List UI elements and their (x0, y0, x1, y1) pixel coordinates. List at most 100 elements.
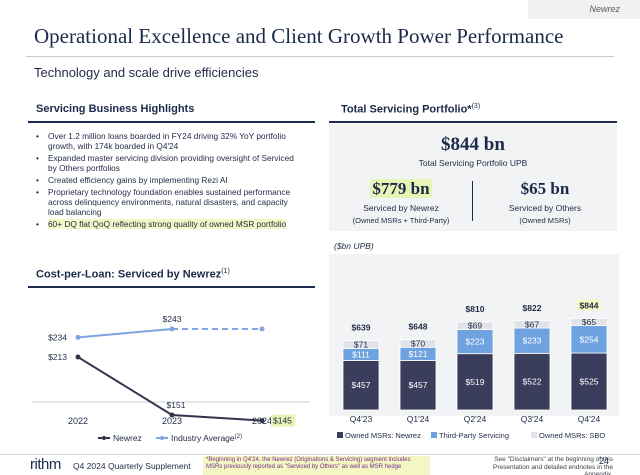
bar-total-label: $639 (352, 323, 371, 333)
newrez-point (259, 418, 265, 424)
legend-label: Newrez (113, 433, 142, 443)
legend-swatch (431, 432, 437, 438)
bar-value-label: $111 (352, 349, 370, 359)
newrez-point (75, 354, 81, 360)
title-divider (26, 56, 614, 57)
bar-segment-3 (570, 318, 608, 326)
upb-divider (472, 181, 473, 221)
bar-segment-3 (399, 339, 437, 348)
industry-average-value-label: $243 (163, 314, 182, 324)
bar-value-label: $65 (582, 317, 596, 327)
newrez-value-label: $151 (167, 400, 186, 410)
cost-per-loan-heading: Cost-per-Loan: Serviced by Newrez(1) (36, 268, 230, 281)
brand-tab: Newrez (528, 0, 640, 19)
total-highlight (577, 299, 601, 311)
x-tick-label: Q4'23 (350, 414, 373, 424)
highlight-item-highlighted: 60+ DQ flat QoQ reflecting strong qualit… (36, 218, 304, 229)
industry-average-point (75, 334, 81, 340)
legend-swatch (337, 432, 343, 438)
bar-segment-2 (513, 327, 551, 354)
industry-average-value-label: $234 (48, 332, 67, 342)
legend-label-footnote: (2) (235, 434, 242, 440)
segment-footnote: *Beginning in Q4'24, the Newrez (Origina… (203, 456, 430, 475)
portfolio-heading-text: Total Servicing Portfolio* (341, 103, 472, 116)
legend-label: Owned MSRs: Newrez (345, 431, 421, 440)
newrez-upb-sublabel: (Owned MSRs + Third-Party) (352, 216, 450, 225)
bar-value-label: $457 (352, 380, 371, 390)
total-upb-value: $844 bn (441, 134, 505, 155)
x-tick-label: 2022 (68, 416, 88, 426)
newrez-value-label: $145 (273, 416, 292, 426)
highlight-item: Over 1.2 million loans boarded in FY24 d… (36, 131, 304, 151)
total-upb-label: Total Servicing Portfolio UPB (418, 158, 528, 168)
x-tick-label: Q4'24 (578, 414, 601, 424)
footer-disclaimer: See "Disclaimers" at the beginning of th… (493, 456, 613, 475)
upb-summary-box: $844 bn Total Servicing Portfolio UPB $7… (329, 124, 617, 231)
bar-total-label: $810 (466, 304, 485, 314)
newrez-2024-highlight (271, 414, 295, 427)
bar-value-label: $233 (523, 336, 542, 346)
newrez-line (77, 356, 263, 422)
highlights-list: Over 1.2 million loans boarded in FY24 d… (36, 131, 304, 230)
bar-value-label: $457 (409, 380, 428, 390)
servicing-highlights-rule (28, 121, 315, 123)
others-upb-sublabel: (Owned MSRs) (519, 216, 571, 225)
servicing-highlights-heading: Servicing Business Highlights (36, 103, 195, 115)
bar-value-label: $67 (525, 319, 539, 329)
cost-per-loan-heading-footnote: (1) (221, 268, 230, 275)
newrez-upb-label: Serviced by Newrez (363, 203, 439, 213)
bar-value-label: $71 (354, 340, 368, 350)
x-tick-label: Q3'24 (521, 414, 544, 424)
industry-average-line (77, 328, 173, 339)
cost-per-loan-heading-text: Cost-per-Loan: Serviced by Newrez (36, 268, 222, 281)
bar-value-label: $69 (468, 321, 482, 331)
bar-value-label: $254 (580, 334, 599, 344)
page-subtitle: Technology and scale drive efficiencies (34, 65, 259, 80)
bar-value-label: $223 (466, 337, 485, 347)
rithm-logo: rithm (30, 456, 61, 473)
bar-value-label: $522 (523, 377, 542, 387)
legend-label-text: Industry Average (171, 433, 235, 443)
legend-newrez-marker (102, 436, 106, 440)
bar-total-label: $822 (523, 303, 542, 313)
bar-segment-1 (342, 360, 380, 411)
others-upb-value: $65 bn (520, 179, 570, 198)
x-tick-label: Q1'24 (407, 414, 430, 424)
bar-value-label: $525 (580, 377, 599, 387)
cost-per-loan-line-chart: 202220232024$234$243$213$151$145NewrezIn… (32, 314, 310, 443)
page-number: 24 (599, 456, 610, 466)
bar-segment-2 (456, 329, 494, 355)
bar-segment-1 (513, 352, 551, 411)
footer-document-title: Q4 2024 Quarterly Supplement (73, 461, 191, 471)
bar-chart-unit-label: ($bn UPB) (334, 241, 374, 251)
bar-segment-1 (399, 360, 437, 411)
bar-segment-2 (570, 325, 608, 354)
newrez-upb-highlight: $779 bn (370, 179, 432, 198)
industry-average-point (169, 326, 175, 332)
highlight-text: 60+ DQ flat QoQ reflecting strong qualit… (48, 218, 287, 229)
legend-label: Industry Average(2) (171, 433, 242, 443)
legend-swatch (531, 432, 537, 438)
bar-segment-3 (513, 320, 551, 329)
portfolio-rule (329, 121, 617, 123)
page-title: Operational Excellence and Client Growth… (34, 24, 564, 48)
bar-value-label: $121 (409, 349, 428, 359)
highlight-item: Created efficiency gains by implementing… (36, 175, 304, 185)
bar-total-label: $844 (580, 300, 599, 310)
x-tick-label: Q2'24 (464, 414, 487, 424)
others-upb-label: Serviced by Others (508, 203, 582, 213)
footer-divider (0, 454, 640, 455)
portfolio-heading: Total Servicing Portfolio*(3) (341, 103, 480, 116)
highlight-item: Expanded master servicing division provi… (36, 153, 304, 173)
x-tick-label: 2023 (162, 416, 182, 426)
legend-label: Owned MSRs: SBO (539, 431, 605, 440)
bar-segment-1 (456, 353, 494, 411)
bar-value-label: $70 (411, 338, 425, 348)
bar-segment-3 (342, 340, 380, 349)
bar-value-label: $519 (466, 377, 485, 387)
portfolio-stacked-bar-chart: ($bn UPB) $457 $111$71 $639 Q4'23 $457 $121$70… (329, 241, 619, 440)
bar-total-label: $648 (409, 322, 428, 332)
portfolio-heading-footnote: (3) (471, 103, 481, 110)
newrez-value-label: $213 (48, 352, 67, 362)
legend-label: Third-Party Servicing (439, 431, 509, 440)
